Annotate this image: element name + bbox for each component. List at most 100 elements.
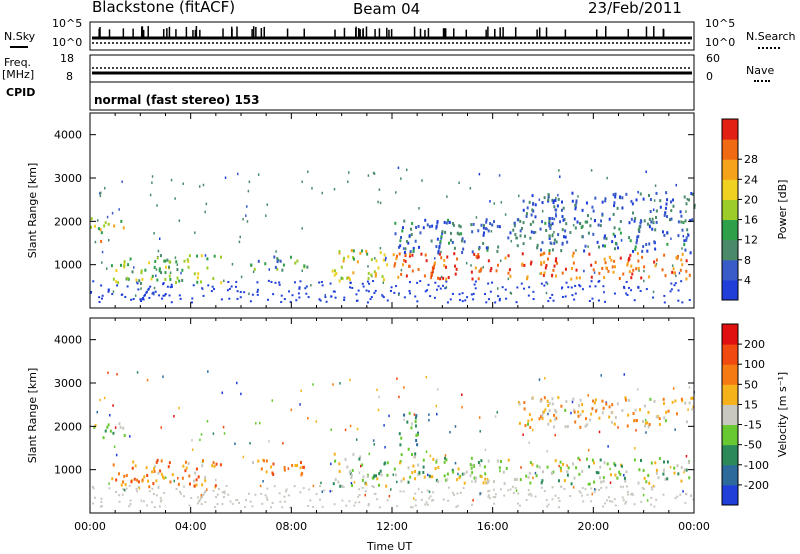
velocity-echo-cell [202,459,205,463]
power-echo-cell [636,238,639,242]
power-scatter-point [147,288,150,291]
velocity-echo-cell [647,410,650,414]
power-echo-cell [543,260,546,264]
power-echo-cell [408,234,411,238]
power-scatter-point [474,280,477,283]
velocity-echo-cell [687,461,690,465]
power-echo-cell [679,210,682,214]
power-echo-cell [655,191,658,195]
power-echo-cell [489,222,492,226]
velocity-colorbar-tick-label: -100 [744,459,769,472]
power-echo-cell [642,244,645,248]
power-echo-cell [219,255,222,259]
velocity-echo-cell [294,463,297,467]
power-echo-cell [641,255,644,259]
power-scatter-point [112,290,115,293]
power-scatter-point [161,297,164,300]
power-echo-cell [685,269,688,273]
velocity-scatter-point [547,412,549,416]
velocity-echo-cell [434,467,437,471]
velocity-echo-cell [690,396,693,400]
velocity-scatter-point [367,504,370,507]
velocity-scatter-point [268,440,270,443]
velocity-echo-cell [337,480,340,484]
power-echo-cell [689,219,692,223]
power-scatter-point [126,285,129,288]
velocity-echo-cell [187,461,190,465]
power-scatter-point [205,202,208,206]
x-tick-label: 00:00 [678,520,710,533]
power-echo-cell [559,220,562,224]
power-echo-cell [530,230,533,234]
velocity-scatter-point [158,505,161,508]
velocity-y-tick-label: 4000 [54,334,82,347]
velocity-echo-cell [184,469,187,473]
power-scatter-point [143,294,146,297]
power-echo-cell [178,279,181,283]
velocity-echo-cell [619,472,622,476]
velocity-echo-cell [414,452,417,456]
velocity-scatter-point [191,448,194,451]
power-echo-cell [649,198,652,202]
power-scatter-point [538,198,541,201]
velocity-scatter-point [283,495,286,498]
velocity-echo-cell [219,463,222,467]
velocity-echo-cell [437,465,440,469]
power-scatter-point [680,280,683,283]
velocity-echo-cell [552,470,555,474]
power-scatter-point [305,285,308,288]
power-echo-cell [341,277,344,281]
velocity-echo-cell [551,471,554,475]
power-echo-cell [670,209,673,213]
power-scatter-point [116,284,119,287]
power-echo-cell [654,247,657,251]
power-scatter-point [400,177,402,180]
velocity-echo-cell [614,463,617,467]
velocity-scatter-point [633,503,636,506]
power-scatter-point [688,299,691,302]
velocity-scatter-point [645,431,647,434]
power-echo-cell [637,234,640,238]
power-scatter-point [655,262,658,266]
velocity-echo-cell [301,465,304,469]
power-scatter-point [153,286,156,290]
power-colorbar-tick-label: 12 [744,234,758,247]
velocity-scatter-point [669,465,672,469]
velocity-echo-cell [633,419,636,423]
velocity-echo-cell [492,480,495,484]
velocity-echo-cell [590,412,593,416]
velocity-scatter-point [249,500,252,503]
power-echo-cell [532,220,535,224]
power-scatter-point [98,296,101,299]
velocity-echo-cell [451,468,454,472]
power-echo-cell [652,221,655,225]
velocity-scatter-point [611,500,614,503]
velocity-echo-cell [291,463,294,467]
power-scatter-point [220,298,223,301]
power-scatter-point [373,257,376,260]
power-echo-cell [587,231,590,235]
velocity-scatter-point [162,375,164,378]
power-scatter-point [140,287,142,290]
power-scatter-point [134,294,137,297]
power-echo-cell [686,228,689,232]
power-echo-cell [497,245,500,249]
power-echo-cell [187,259,190,263]
velocity-scatter-point [487,494,490,497]
velocity-echo-cell [350,476,353,480]
velocity-scatter-point [202,493,205,496]
power-scatter-point [555,212,557,215]
power-echo-cell [447,218,450,222]
velocity-echo-cell [271,471,274,475]
power-echo-cell [296,259,299,263]
power-echo-cell [561,271,564,275]
power-echo-cell [550,223,553,227]
velocity-echo-cell [386,461,389,465]
power-scatter-point [226,289,229,292]
velocity-scatter-point [357,495,360,498]
velocity-scatter-point [122,488,125,491]
velocity-scatter-point [651,488,654,491]
power-scatter-point [111,293,114,296]
power-echo-cell [410,227,413,231]
power-echo-cell [196,276,199,280]
